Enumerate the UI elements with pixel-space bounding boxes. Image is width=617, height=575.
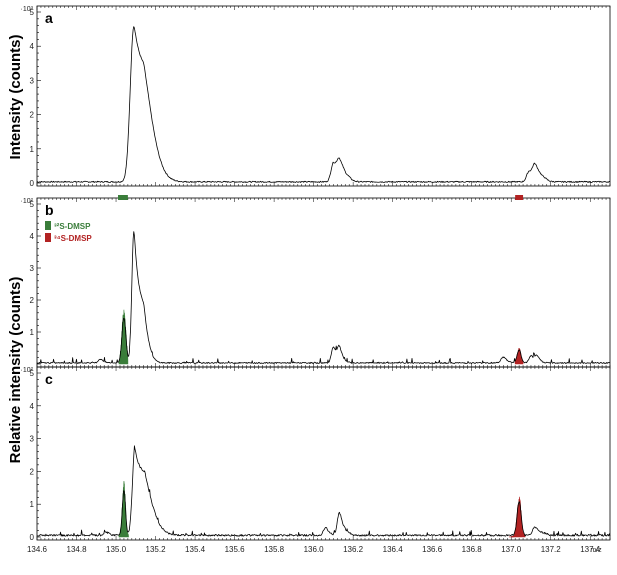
x-tick-label: 135.4 xyxy=(185,545,206,554)
mass-window-marker-0 xyxy=(118,195,128,200)
y-tick-label: 5 xyxy=(30,369,35,378)
panel-letter-c: c xyxy=(45,371,53,387)
spectrum-trace-c xyxy=(36,445,611,537)
x-tick-label: 134.6 xyxy=(27,545,48,554)
x-tick-label: 137.0 xyxy=(501,545,522,554)
panels-layer: 0 1 2 3 4 5 a ·10³ 1 2 3 4 5 b ·10² ³²S-DMSP ³⁴S-DMSP 0 1 2… xyxy=(21,5,611,554)
y-tick-label: 4 xyxy=(30,232,35,241)
panel-letter-b: b xyxy=(45,202,54,218)
y-tick-label: 0 xyxy=(30,179,35,188)
y-tick-label: 1 xyxy=(30,500,35,509)
legend-swatch-0 xyxy=(45,221,51,230)
panel-b: 1 2 3 4 5 b ·10² ³²S-DMSP ³⁴S-DMSP xyxy=(21,195,611,368)
y-scale-label: ·10² xyxy=(21,198,34,205)
legend-label-1: ³⁴S-DMSP xyxy=(54,234,92,243)
x-tick-label: 137.4 xyxy=(580,545,601,554)
x-tick-label: 136.6 xyxy=(422,545,443,554)
y-tick-label: 5 xyxy=(30,200,35,209)
y-scale-label: ·10² xyxy=(21,367,34,374)
spectrum-trace-b xyxy=(36,231,611,364)
panel-a: 0 1 2 3 4 5 a ·10³ xyxy=(21,5,611,188)
panel-frame xyxy=(36,5,611,187)
y-tick-label: 3 xyxy=(30,264,35,273)
legend-label-0: ³²S-DMSP xyxy=(54,222,91,231)
panel-c: 0 1 2 3 4 5 c ·10² xyxy=(21,366,611,542)
x-tick-label: 135.2 xyxy=(146,545,167,554)
panel-letter-a: a xyxy=(45,10,53,26)
y-tick-label: 4 xyxy=(30,42,35,51)
spectrum-trace-a xyxy=(36,26,611,183)
y-tick-label: 3 xyxy=(30,76,35,85)
y-axis-title-bottom: Relative intensity (counts) xyxy=(7,277,24,464)
x-tick-label: 137.2 xyxy=(541,545,562,554)
isotope-peak-fill-1 xyxy=(514,347,524,365)
x-tick-label: 136.0 xyxy=(304,545,325,554)
y-tick-label: 2 xyxy=(30,467,35,476)
y-tick-label: 2 xyxy=(30,296,35,305)
y-tick-label: 0 xyxy=(30,533,35,542)
panel-frame xyxy=(36,366,611,541)
x-tick-label: 136.2 xyxy=(343,545,364,554)
mass-window-marker-1 xyxy=(515,195,524,200)
x-tick-label: 136.8 xyxy=(462,545,483,554)
y-tick-label: 5 xyxy=(30,8,35,17)
x-tick-label: 134.8 xyxy=(67,545,88,554)
x-tick-label: 135.6 xyxy=(225,545,246,554)
y-tick-label: 2 xyxy=(30,111,35,120)
x-tick-label: 135.0 xyxy=(106,545,127,554)
x-tick-label: 136.4 xyxy=(383,545,404,554)
x-axis-unit-label: m/z xyxy=(590,547,602,554)
y-tick-label: 3 xyxy=(30,435,35,444)
x-tick-label: 135.8 xyxy=(264,545,285,554)
y-tick-label: 4 xyxy=(30,402,35,411)
y-scale-label: ·10³ xyxy=(21,6,34,13)
y-axis-title-top: Intensity (counts) xyxy=(7,34,24,159)
y-tick-label: 1 xyxy=(30,145,35,154)
y-tick-label: 1 xyxy=(30,328,35,337)
legend-swatch-1 xyxy=(45,233,51,242)
